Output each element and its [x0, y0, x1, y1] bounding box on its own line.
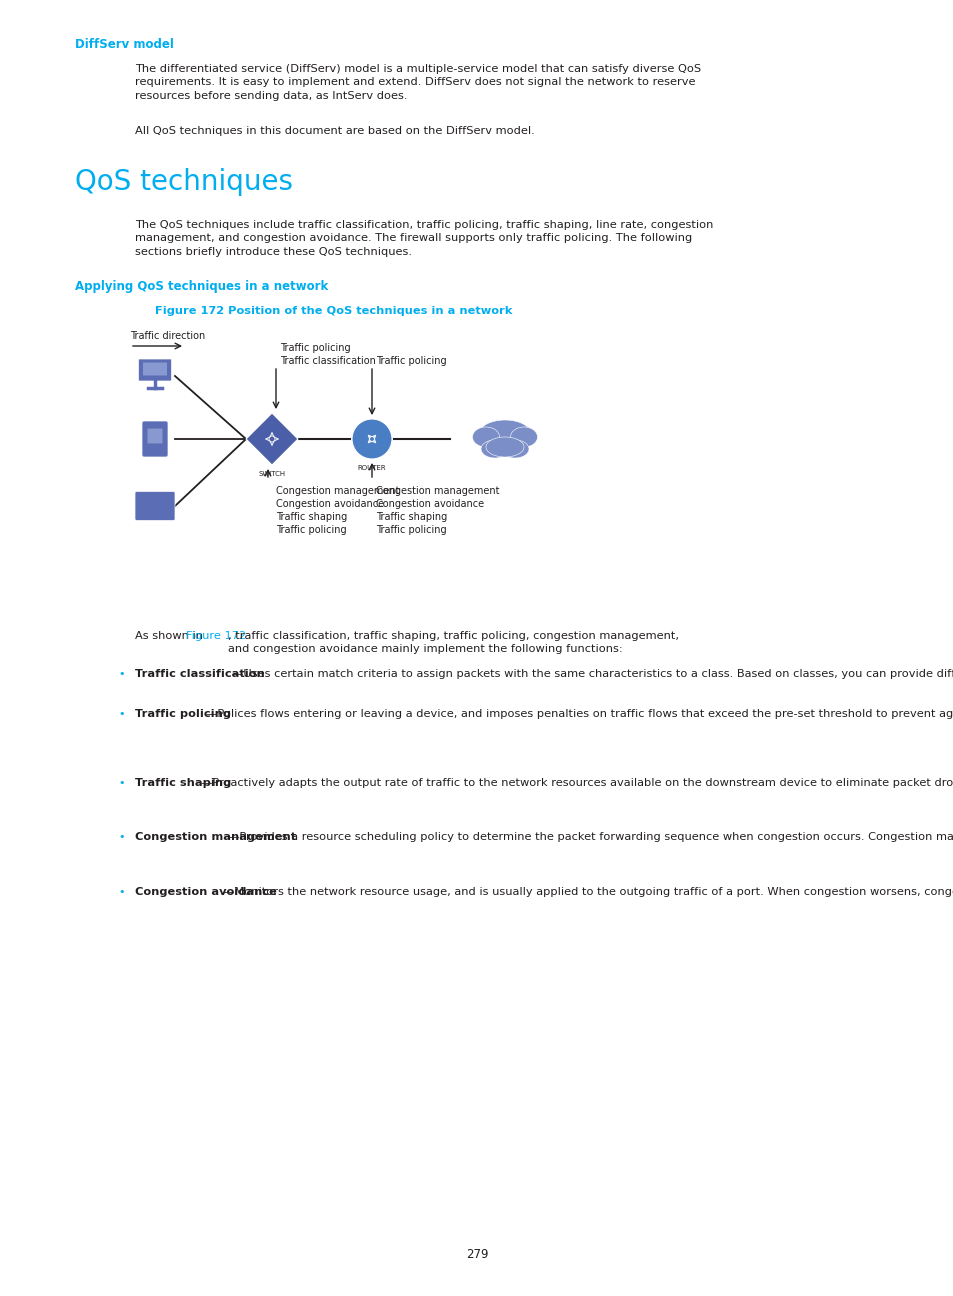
Text: —Proactively adapts the output rate of traffic to the network resources availabl: —Proactively adapts the output rate of t… — [201, 778, 953, 788]
Text: Traffic classification: Traffic classification — [280, 356, 375, 365]
Circle shape — [352, 419, 392, 459]
Text: Traffic direction: Traffic direction — [130, 330, 205, 341]
Text: All QoS techniques in this document are based on the DiffServ model.: All QoS techniques in this document are … — [135, 126, 535, 136]
Text: Applying QoS techniques in a network: Applying QoS techniques in a network — [75, 280, 328, 293]
Text: Traffic policing: Traffic policing — [280, 343, 351, 353]
Text: WAN: WAN — [490, 433, 519, 446]
FancyBboxPatch shape — [148, 429, 162, 443]
Text: —Provides a resource scheduling policy to determine the packet forwarding sequen: —Provides a resource scheduling policy t… — [228, 832, 953, 842]
Text: Traffic policing: Traffic policing — [135, 709, 231, 718]
Text: •: • — [118, 669, 125, 679]
Text: SWITCH: SWITCH — [258, 470, 285, 477]
Ellipse shape — [478, 420, 531, 448]
Text: —Uses certain match criteria to assign packets with the same characteristics to : —Uses certain match criteria to assign p… — [232, 669, 953, 679]
FancyBboxPatch shape — [138, 359, 172, 381]
Text: Traffic classification: Traffic classification — [135, 669, 265, 679]
Text: Traffic shaping: Traffic shaping — [375, 512, 447, 522]
Ellipse shape — [500, 441, 529, 457]
Text: QoS techniques: QoS techniques — [75, 168, 293, 196]
Polygon shape — [246, 413, 297, 465]
Text: Traffic shaping: Traffic shaping — [135, 778, 231, 788]
Ellipse shape — [510, 426, 537, 447]
Text: Congestion management: Congestion management — [135, 832, 295, 842]
Ellipse shape — [472, 426, 499, 447]
Text: ROUTER: ROUTER — [357, 465, 386, 470]
Text: DiffServ model: DiffServ model — [75, 38, 173, 51]
Text: Congestion management: Congestion management — [275, 486, 399, 496]
Text: Figure 172 Position of the QoS techniques in a network: Figure 172 Position of the QoS technique… — [154, 306, 512, 316]
Text: •: • — [118, 709, 125, 718]
Text: Traffic shaping: Traffic shaping — [275, 512, 347, 522]
Ellipse shape — [485, 437, 523, 457]
Text: Figure 172: Figure 172 — [186, 631, 246, 642]
Text: The differentiated service (DiffServ) model is a multiple-service model that can: The differentiated service (DiffServ) mo… — [135, 64, 700, 101]
Text: , traffic classification, traffic shaping, traffic policing, congestion manageme: , traffic classification, traffic shapin… — [228, 631, 679, 654]
FancyBboxPatch shape — [143, 363, 167, 376]
FancyBboxPatch shape — [135, 491, 174, 521]
Text: Traffic policing: Traffic policing — [375, 356, 446, 365]
Text: As shown in: As shown in — [135, 631, 207, 642]
Text: IP: IP — [150, 502, 160, 511]
Ellipse shape — [480, 441, 509, 457]
Text: 279: 279 — [465, 1248, 488, 1261]
Text: —Monitors the network resource usage, and is usually applied to the outgoing tra: —Monitors the network resource usage, an… — [223, 886, 953, 897]
Text: Traffic policing: Traffic policing — [375, 525, 446, 535]
Text: Congestion avoidance: Congestion avoidance — [275, 499, 384, 509]
Text: Congestion avoidance: Congestion avoidance — [135, 886, 276, 897]
Text: —Polices flows entering or leaving a device, and imposes penalties on traffic fl: —Polices flows entering or leaving a dev… — [206, 709, 953, 718]
Text: •: • — [118, 832, 125, 842]
Text: •: • — [118, 886, 125, 897]
Text: The QoS techniques include traffic classification, traffic policing, traffic sha: The QoS techniques include traffic class… — [135, 220, 713, 257]
Text: Congestion management: Congestion management — [375, 486, 499, 496]
Text: Traffic policing: Traffic policing — [275, 525, 346, 535]
FancyBboxPatch shape — [142, 421, 168, 457]
Text: •: • — [118, 778, 125, 788]
Text: Congestion avoidance: Congestion avoidance — [375, 499, 483, 509]
